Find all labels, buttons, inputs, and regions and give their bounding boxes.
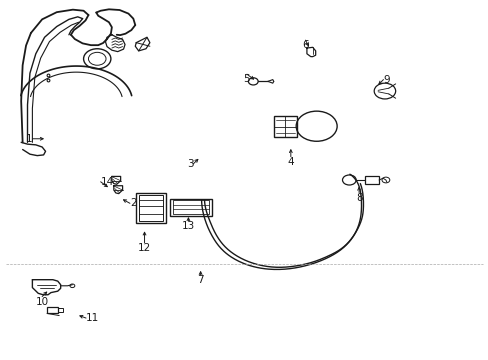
Text: 8: 8 (355, 193, 362, 203)
Bar (172, 201, 209, 214)
Text: 1: 1 (26, 134, 32, 144)
Text: 11: 11 (86, 313, 99, 323)
Text: 9: 9 (383, 75, 389, 85)
Bar (58, 309, 62, 312)
Text: 6: 6 (302, 40, 308, 50)
Text: 12: 12 (138, 243, 151, 253)
Bar (47, 307, 58, 314)
Bar (365, 176, 378, 184)
Text: 5: 5 (243, 74, 250, 84)
Text: 2: 2 (130, 198, 136, 208)
Text: 13: 13 (182, 221, 195, 231)
Bar (139, 195, 162, 221)
Text: 7: 7 (197, 275, 203, 285)
Text: 14: 14 (101, 177, 114, 187)
Text: 4: 4 (287, 157, 294, 167)
Text: 3: 3 (186, 159, 193, 169)
Bar (170, 199, 211, 216)
Bar (273, 116, 297, 137)
Bar (136, 193, 165, 223)
Text: 10: 10 (36, 297, 49, 307)
